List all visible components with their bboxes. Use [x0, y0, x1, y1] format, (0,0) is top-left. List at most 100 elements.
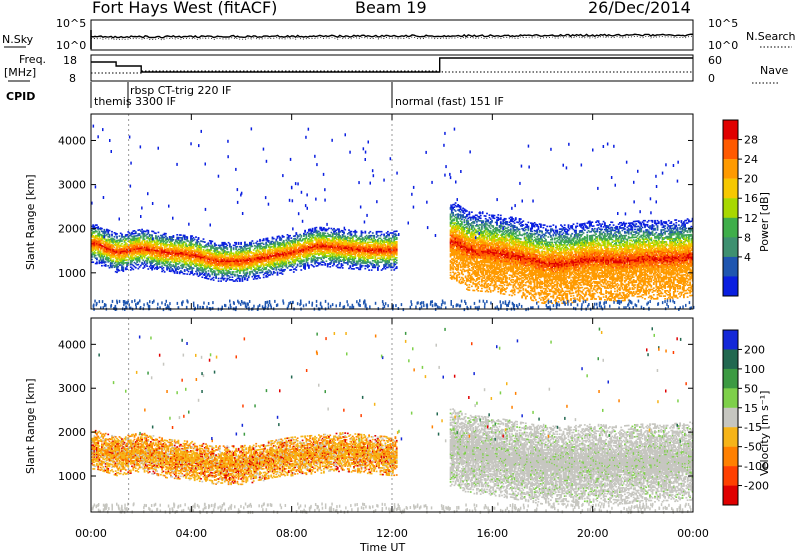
data-cell	[97, 244, 100, 247]
data-cell	[122, 258, 125, 261]
data-cell	[329, 258, 332, 260]
data-cell	[109, 251, 112, 254]
data-cell	[229, 279, 231, 281]
data-cell	[212, 246, 215, 248]
data-cell	[326, 235, 329, 237]
data-cell	[200, 273, 202, 276]
data-cell	[211, 255, 214, 257]
data-cell	[239, 264, 241, 267]
data-cell	[167, 250, 170, 253]
data-cell	[384, 244, 387, 246]
data-cell	[153, 257, 156, 260]
data-cell	[295, 238, 298, 241]
data-cell	[287, 248, 290, 250]
data-cell	[92, 240, 95, 242]
data-cell	[277, 255, 280, 258]
data-cell	[370, 269, 373, 271]
data-cell	[299, 247, 301, 249]
data-cell	[92, 224, 95, 226]
data-cell	[306, 259, 309, 262]
data-cell	[104, 244, 107, 246]
data-cell	[106, 252, 108, 255]
data-cell	[259, 277, 261, 279]
data-cell	[316, 245, 319, 247]
data-cell	[143, 266, 146, 268]
data-cell	[236, 257, 239, 260]
data-cell	[227, 251, 230, 253]
data-cell	[146, 240, 148, 242]
data-cell	[353, 268, 355, 270]
data-cell	[255, 254, 258, 256]
data-cell	[299, 260, 301, 262]
data-cell	[200, 261, 202, 264]
data-cell	[261, 247, 264, 250]
data-cell	[270, 251, 273, 254]
data-cell	[132, 230, 135, 232]
data-cell	[193, 258, 196, 261]
data-cell	[129, 241, 132, 243]
data-cell	[107, 249, 110, 251]
data-cell	[165, 238, 167, 240]
data-cell	[158, 242, 161, 245]
data-cell	[202, 248, 205, 251]
data-cell	[237, 265, 240, 268]
data-cell	[231, 257, 234, 260]
data-cell	[146, 233, 148, 236]
data-cell	[91, 248, 93, 250]
data-cell	[226, 263, 229, 265]
data-cell	[97, 238, 100, 240]
data-cell	[190, 265, 192, 268]
data-cell	[188, 257, 191, 260]
data-cell	[373, 234, 375, 237]
data-cell	[320, 261, 323, 263]
data-cell	[275, 269, 278, 271]
data-cell	[172, 254, 175, 257]
data-cell	[250, 264, 253, 266]
data-cell	[311, 230, 314, 233]
data-cell	[226, 277, 229, 280]
data-cell	[251, 257, 254, 260]
data-cell	[311, 254, 314, 256]
data-cell	[304, 229, 306, 232]
data-cell	[314, 244, 316, 247]
data-cell	[325, 240, 328, 243]
data-cell	[218, 263, 221, 265]
data-cell	[197, 270, 200, 272]
data-cell	[267, 269, 270, 271]
data-cell	[99, 237, 102, 240]
data-cell	[162, 261, 165, 264]
data-cell	[242, 266, 245, 269]
data-cell	[236, 273, 239, 276]
data-cell	[153, 248, 156, 250]
data-cell	[281, 241, 284, 244]
data-cell	[276, 274, 279, 276]
data-cell	[260, 265, 263, 267]
data-cell	[171, 237, 174, 240]
data-cell	[286, 251, 289, 253]
data-cell	[132, 264, 135, 267]
data-cell	[161, 254, 163, 257]
data-cell	[109, 244, 112, 247]
data-cell	[207, 251, 210, 254]
data-cell	[198, 245, 201, 247]
data-cell	[129, 240, 132, 242]
data-cell	[101, 235, 103, 238]
data-cell	[259, 250, 261, 253]
data-cell	[210, 278, 212, 281]
data-cell	[108, 257, 111, 260]
data-cell	[107, 243, 110, 246]
data-cell	[456, 278, 458, 281]
data-cell	[167, 259, 170, 262]
data-cell	[303, 242, 305, 244]
data-cell	[192, 259, 195, 262]
data-cell	[289, 234, 291, 237]
data-cell	[160, 237, 162, 239]
data-cell	[279, 239, 281, 241]
data-cell	[213, 251, 216, 254]
data-cell	[452, 211, 454, 214]
data-cell	[259, 269, 261, 271]
data-cell	[97, 226, 100, 228]
data-cell	[158, 259, 161, 262]
data-cell	[303, 243, 305, 246]
data-cell	[168, 249, 171, 251]
